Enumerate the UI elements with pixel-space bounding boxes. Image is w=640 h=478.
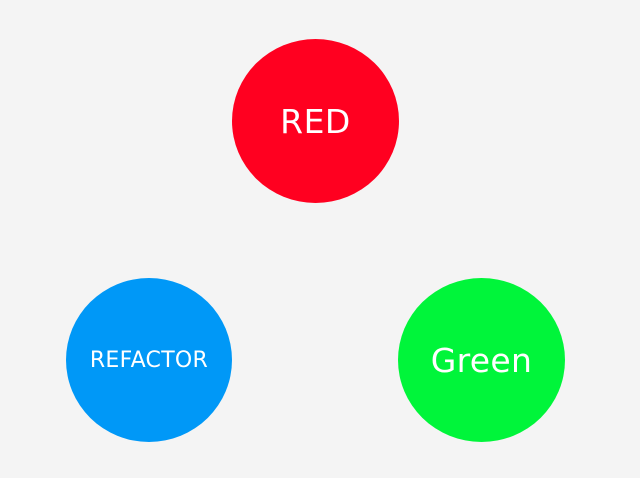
green-label: Green [430, 340, 533, 380]
refactor-circle[interactable]: REFACTOR [66, 278, 232, 442]
red-circle[interactable]: RED [232, 39, 399, 203]
refactor-label: REFACTOR [89, 347, 209, 373]
green-circle[interactable]: Green [398, 278, 565, 442]
red-label: RED [280, 101, 351, 141]
